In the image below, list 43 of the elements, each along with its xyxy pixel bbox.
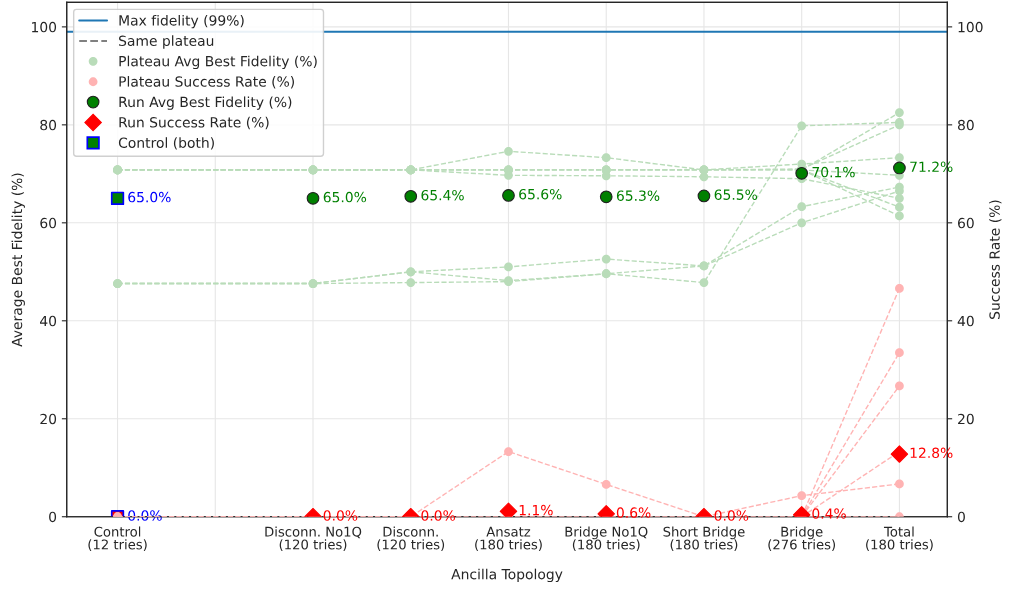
y-tick-label: 100	[32, 21, 57, 33]
legend-label: Run Avg Best Fidelity (%)	[119, 96, 292, 110]
x-tick-label: Short Bridge (180 tries)	[663, 526, 745, 551]
y2-axis-title: Success Rate (%)	[989, 200, 1002, 319]
ref-line-label: Max fidelity (99%)	[119, 14, 244, 29]
x-tick-label: Bridge (276 tries)	[768, 526, 836, 551]
data-label: 0.0%	[714, 510, 749, 521]
legend-label: Control (both)	[118, 137, 214, 150]
y2-tick-label: 20	[958, 413, 974, 425]
data-label: 70.1%	[812, 166, 855, 178]
x-axis-title: Ancilla Topology	[451, 568, 563, 583]
data-label: 65.0%	[128, 191, 171, 203]
data-label: 0.6%	[616, 507, 651, 518]
y2-tick-label: 80	[957, 119, 974, 131]
legend-label: Plateau Success Rate (%)	[119, 76, 294, 89]
legend-label: Run Success Rate (%)	[119, 116, 269, 130]
annotation: Same plateau	[119, 35, 214, 49]
data-label: 0.0%	[323, 510, 358, 521]
legend-label: Plateau Avg Best Fidelity (%)	[119, 55, 317, 70]
y-axis-title: Average Best Fidelity (%)	[11, 173, 25, 347]
data-label: 65.4%	[421, 189, 464, 201]
x-tick-label: Ansatz (180 tries)	[475, 526, 542, 551]
data-label: 65.0%	[323, 191, 367, 203]
data-label: 65.3%	[616, 190, 660, 201]
x-tick-label: Bridge No1Q (180 tries)	[565, 526, 648, 551]
data-label: 1.1%	[519, 504, 553, 516]
x-tick-label: Total (180 tries)	[866, 526, 933, 551]
y-tick-label: 0	[49, 511, 57, 523]
y-tick-label: 60	[40, 217, 57, 229]
x-tick-label: Control (12 tries)	[88, 526, 147, 551]
y2-tick-label: 100	[958, 21, 983, 33]
data-label: 0.0%	[421, 510, 455, 521]
y2-tick-label: 60	[958, 217, 974, 229]
data-label: 65.6%	[519, 188, 562, 200]
x-tick-label: Disconn. (120 tries)	[377, 526, 445, 551]
data-label: 65.5%	[714, 189, 758, 200]
y2-tick-label: 40	[957, 315, 974, 327]
y-tick-label: 20	[40, 413, 57, 425]
y2-tick-label: 0	[957, 511, 965, 523]
y-tick-label: 40	[40, 315, 57, 327]
x-tick-label: Disconn. No1Q (120 tries)	[265, 526, 362, 551]
y-tick-label: 80	[40, 119, 57, 131]
data-label: 0.4%	[812, 508, 846, 519]
